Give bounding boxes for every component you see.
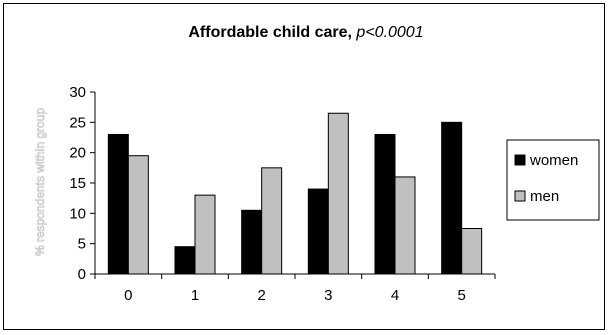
- legend-label-men: men: [530, 188, 559, 205]
- x-tick-label: 2: [257, 287, 265, 304]
- legend-box: [506, 139, 600, 221]
- bar-men: [327, 112, 349, 275]
- x-tick-label: 5: [457, 287, 465, 304]
- bar-men: [461, 228, 483, 275]
- chart-title: Affordable child care, p<0.0001: [188, 24, 423, 41]
- bar-women: [307, 188, 329, 275]
- bar-men: [127, 155, 149, 275]
- bar-women: [441, 121, 463, 275]
- x-tick-label: 3: [324, 287, 332, 304]
- y-tick-label: 20: [69, 145, 86, 162]
- legend-swatch-women: [514, 154, 526, 166]
- chart-title-main: Affordable child care,: [188, 24, 356, 41]
- bar-men: [261, 167, 283, 275]
- x-tick-label: 0: [124, 287, 132, 304]
- y-tick-label: 10: [69, 205, 86, 222]
- bar-women: [107, 133, 129, 275]
- legend: women men: [506, 139, 600, 221]
- bar-women: [241, 209, 263, 275]
- bar-women: [174, 246, 196, 275]
- y-tick-label: 0: [78, 266, 86, 283]
- bar-women: [374, 133, 396, 275]
- plot-area: 0 5 10 15 20 25 30 0 1 2 3 4 5: [69, 84, 496, 304]
- y-tick-label: 5: [78, 236, 86, 253]
- legend-label-women: women: [529, 152, 578, 169]
- bar-men: [394, 176, 416, 275]
- y-axis-label: % respondents within group: [33, 108, 47, 256]
- y-tick-label: 30: [69, 84, 86, 101]
- x-tick-label: 4: [391, 287, 399, 304]
- chart-area: [3, 3, 605, 330]
- x-tick-label: 1: [191, 287, 199, 304]
- y-tick-label: 15: [69, 175, 86, 192]
- bar-men: [194, 194, 216, 275]
- chart-title-pvalue: p<0.0001: [355, 24, 423, 41]
- legend-swatch-men: [514, 190, 526, 202]
- y-tick-label: 25: [69, 114, 86, 131]
